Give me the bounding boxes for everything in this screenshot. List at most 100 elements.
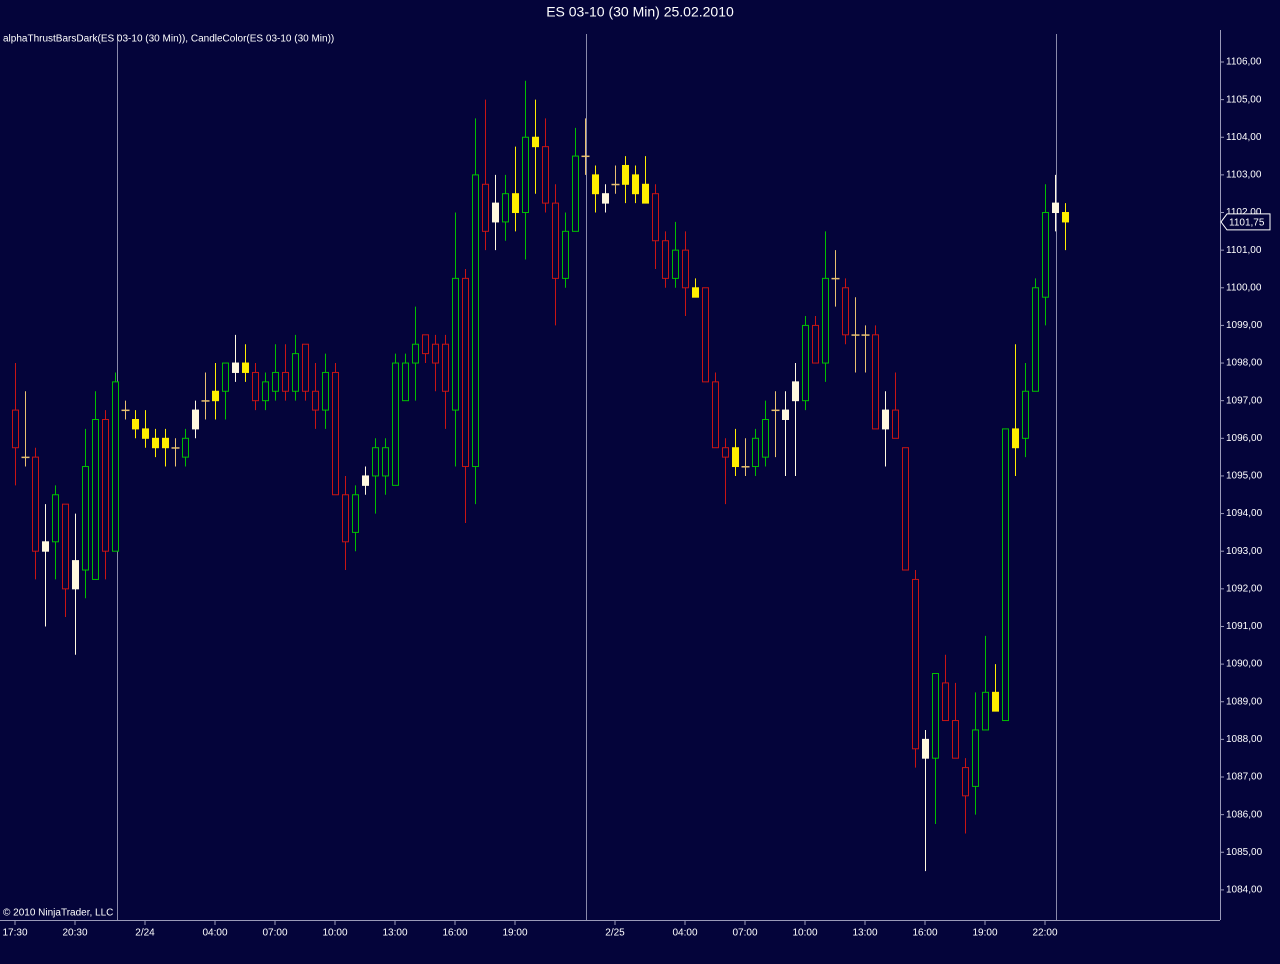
x-tick-label: 13:00 — [852, 928, 877, 939]
candle-body — [312, 390, 319, 411]
candle-body — [792, 381, 799, 402]
y-tick-label: 1104,00 — [1226, 132, 1262, 143]
candle-body — [592, 174, 599, 195]
candle-body — [272, 371, 279, 392]
x-tick-label: 20:30 — [62, 928, 87, 939]
x-tick-label: 04:00 — [672, 928, 697, 939]
candle-body — [292, 353, 299, 392]
candle-body — [162, 437, 169, 449]
candle-body — [822, 277, 829, 364]
candle-body — [692, 287, 699, 298]
x-tick-label: 17:30 — [2, 928, 27, 939]
candle-body — [542, 146, 549, 204]
candle-body — [1032, 287, 1039, 392]
candle-body — [722, 447, 729, 458]
candle-body — [222, 362, 229, 392]
y-tick-label: 1105,00 — [1226, 94, 1262, 105]
candle-body — [192, 409, 199, 430]
candle-body — [1042, 212, 1049, 298]
candle-body — [112, 381, 119, 552]
candle-body — [212, 390, 219, 402]
candle-body — [432, 343, 439, 364]
candle-body — [842, 287, 849, 336]
y-tick-label: 1086,00 — [1226, 809, 1263, 820]
x-tick-label: 22:00 — [1032, 928, 1057, 939]
candle-body — [412, 343, 419, 364]
candle-body — [572, 155, 579, 232]
last-price-tag — [1220, 213, 1271, 231]
candle-body — [72, 560, 79, 590]
candle-body — [171, 447, 180, 449]
candle-body — [652, 193, 659, 242]
candle-body — [392, 362, 399, 486]
y-tick-label: 1096,00 — [1226, 433, 1263, 444]
candle-body — [912, 578, 919, 750]
indicator-label: alphaThrustBarsDark(ES 03-10 (30 Min)), … — [3, 34, 334, 45]
y-tick-label: 1095,00 — [1226, 471, 1263, 482]
candle-body — [992, 691, 999, 712]
candle-body — [152, 437, 159, 449]
candle-body — [182, 437, 189, 458]
candle-body — [932, 673, 939, 759]
x-tick-label: 13:00 — [382, 928, 407, 939]
y-tick-label: 1101,00 — [1226, 245, 1262, 256]
y-tick-label: 1094,00 — [1226, 508, 1263, 519]
candle-body — [861, 334, 870, 336]
candle-body — [1052, 202, 1059, 214]
candle-body — [372, 447, 379, 477]
candle-body — [892, 409, 899, 439]
y-tick-label: 1084,00 — [1226, 885, 1263, 896]
candle-body — [262, 381, 269, 402]
candle-body — [782, 409, 789, 420]
candle-body — [492, 202, 499, 223]
x-tick-label: 07:00 — [732, 928, 757, 939]
candle-body — [232, 362, 239, 373]
candle-body — [741, 466, 750, 468]
y-tick-label: 1106,00 — [1226, 57, 1262, 68]
candle-body — [611, 183, 620, 186]
candle-body — [1012, 428, 1019, 449]
candle-body — [812, 324, 819, 364]
last-price-label: 1101,75 — [1229, 218, 1265, 229]
candle-body — [282, 371, 289, 392]
candle-body — [512, 193, 519, 214]
candle-body — [672, 249, 679, 279]
candle-body — [472, 174, 479, 468]
candle-body — [1002, 428, 1009, 722]
candle-body — [322, 371, 329, 411]
candle-body — [762, 418, 769, 458]
x-tick-label: 10:00 — [792, 928, 817, 939]
candle-body — [982, 691, 989, 731]
candle-body — [662, 240, 669, 279]
candle-body — [242, 362, 249, 373]
candle-body — [872, 334, 879, 430]
candle-body — [851, 334, 860, 336]
candle-body — [62, 503, 69, 590]
x-tick-label: 2/24 — [135, 928, 155, 939]
y-tick-label: 1100,00 — [1226, 282, 1262, 293]
x-tick-label: 19:00 — [502, 928, 527, 939]
candle-body — [201, 400, 210, 402]
candle-body — [1022, 390, 1029, 439]
candle-body — [831, 277, 840, 280]
y-tick-label: 1102,00 — [1226, 207, 1262, 218]
candle-body — [712, 381, 719, 449]
candle-body — [452, 277, 459, 411]
candle-body — [362, 475, 369, 486]
candle-body — [142, 428, 149, 439]
candle-body — [1062, 212, 1069, 223]
candle-body — [552, 202, 559, 279]
candle-body — [462, 277, 469, 468]
candle-body — [632, 174, 639, 195]
candle-body — [482, 183, 489, 232]
candle-body — [922, 738, 929, 759]
y-tick-label: 1090,00 — [1226, 659, 1263, 670]
candle-body — [342, 494, 349, 543]
candle-body — [532, 136, 539, 148]
candle-body — [332, 371, 339, 496]
x-tick-label: 04:00 — [202, 928, 227, 939]
candle-body — [252, 371, 259, 402]
